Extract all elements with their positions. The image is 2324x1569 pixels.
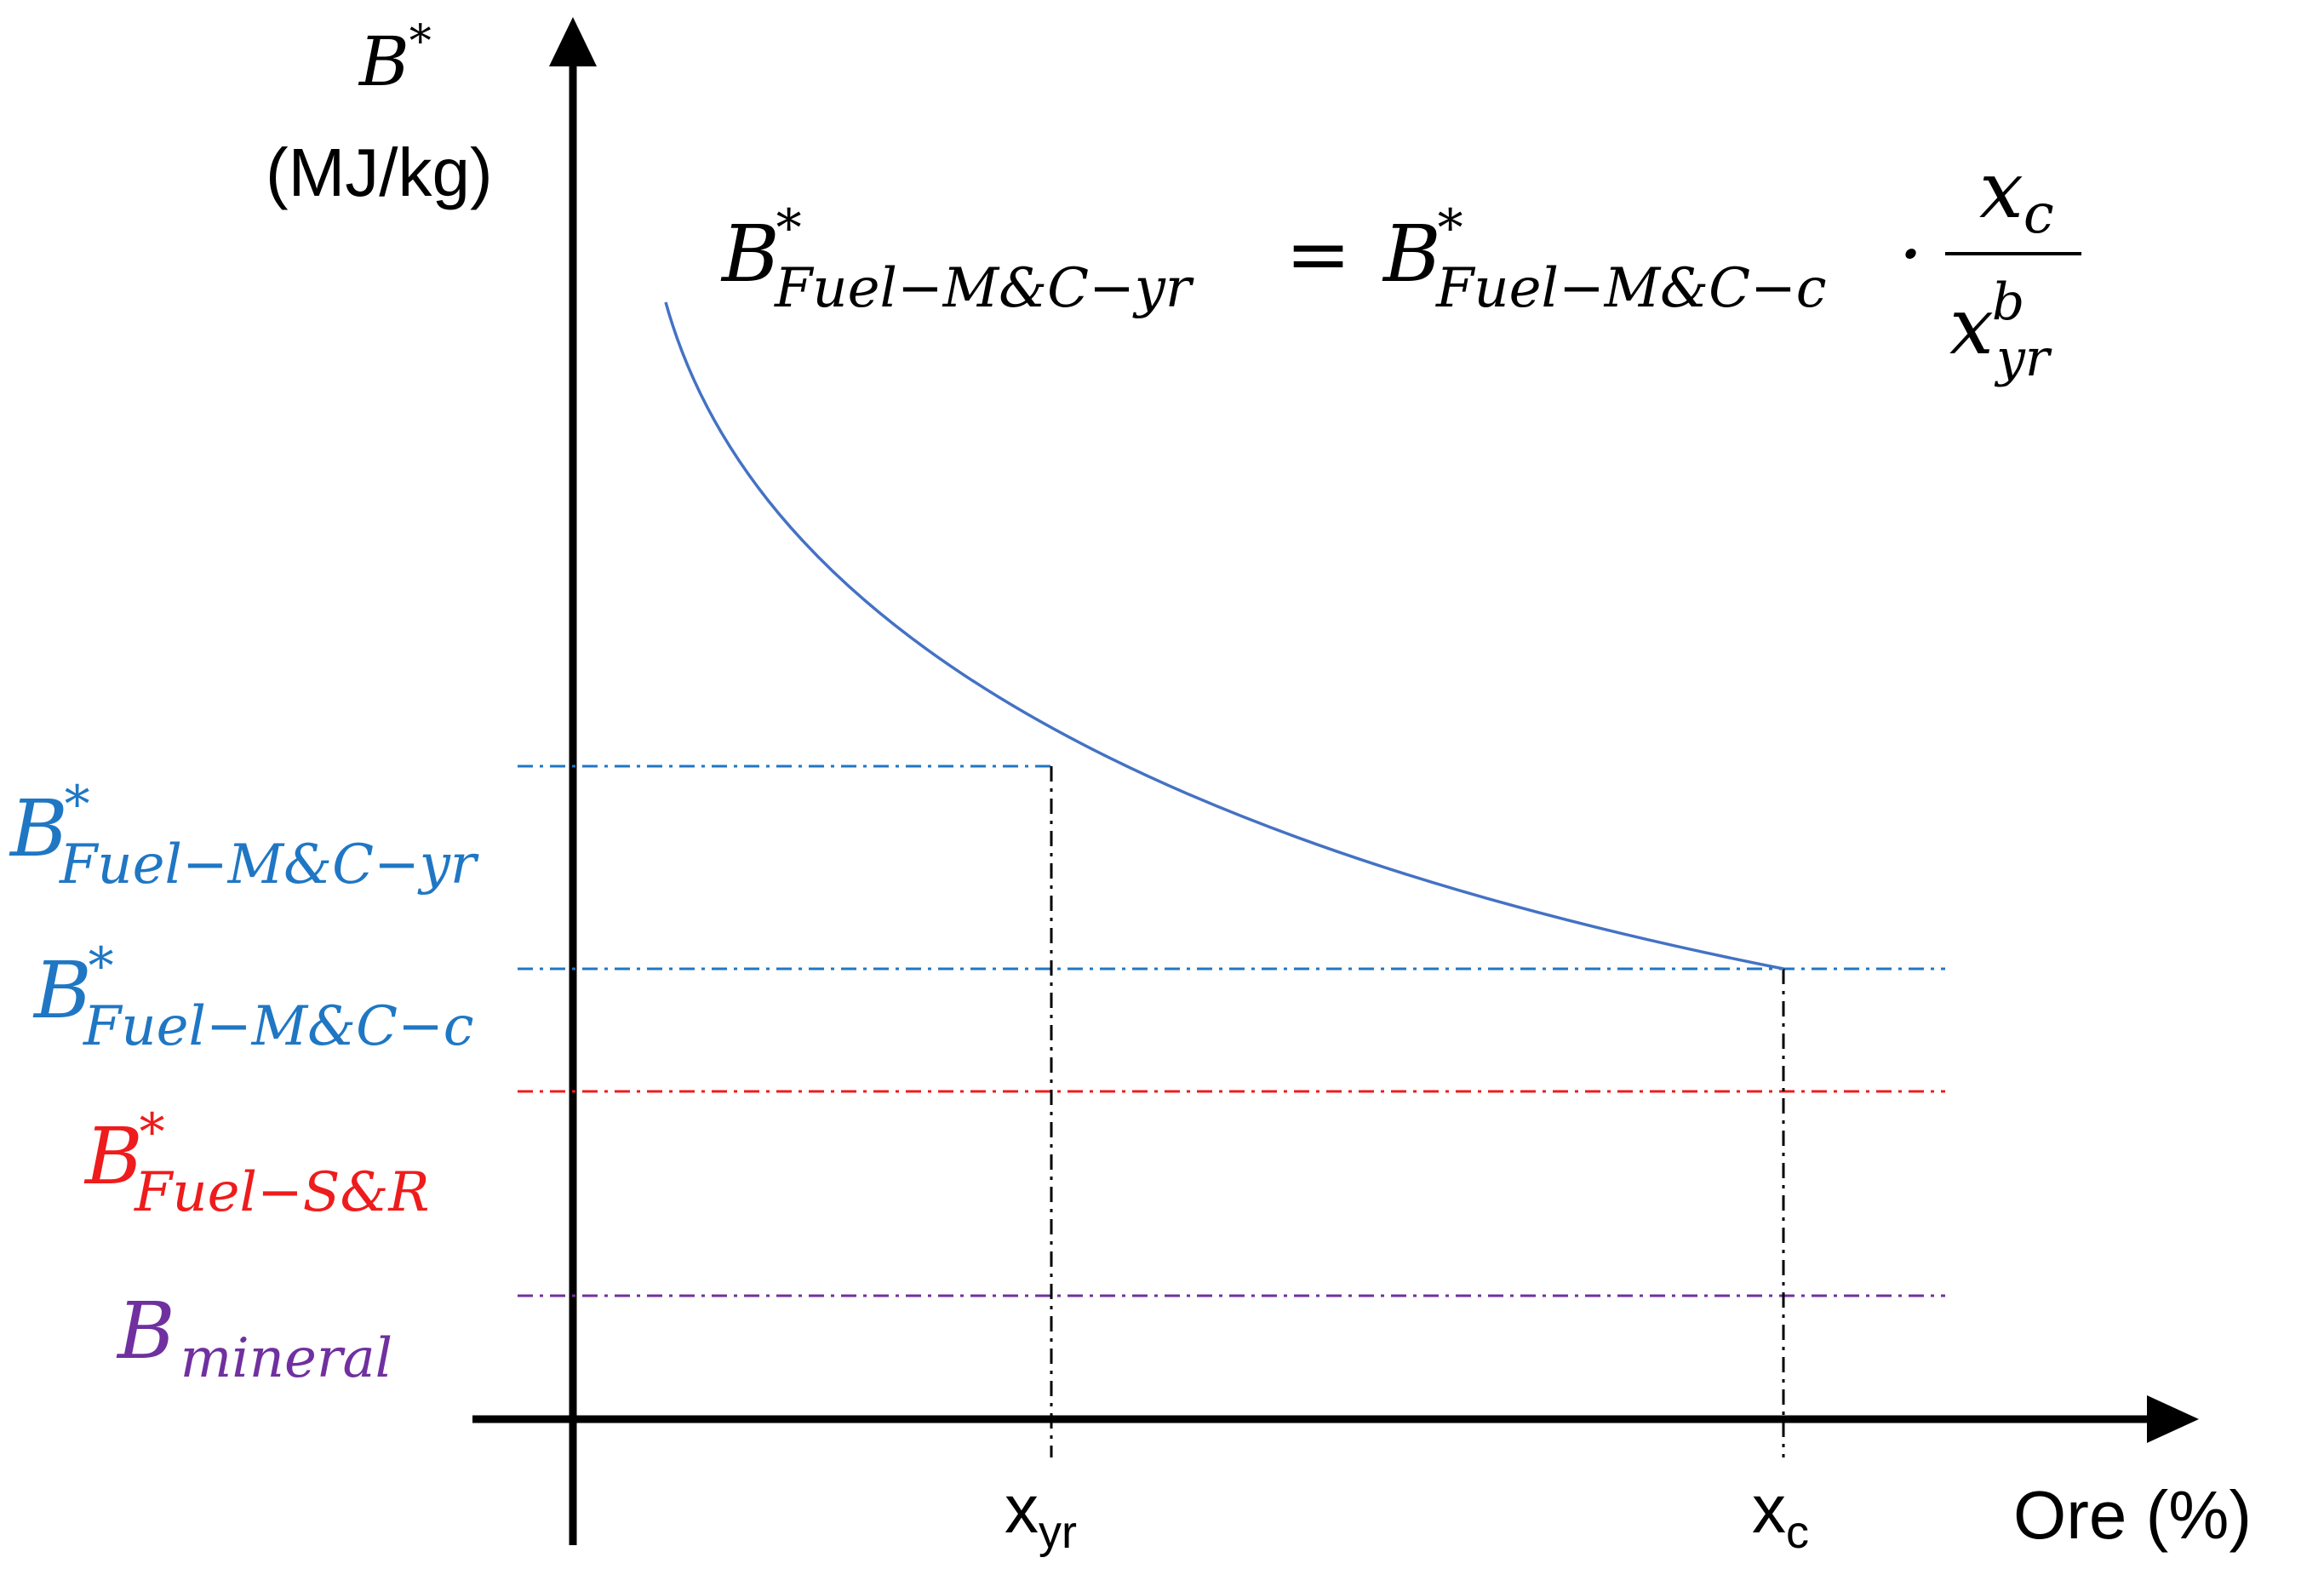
y-axis-title: B* (MJ/kg)	[266, 16, 493, 210]
tick-label-xc: xc	[1752, 1471, 1809, 1558]
y-axis-symbol: B	[358, 22, 409, 101]
svg-text:B*: B*	[358, 16, 432, 101]
y-axis-symbol-sup: *	[409, 16, 432, 67]
equation-dot: ·	[1898, 209, 1923, 300]
reference-levels	[518, 764, 1945, 1297]
y-axis-unit: (MJ/kg)	[266, 135, 493, 210]
equation: B* Fuel−M&C−yr = B* Fuel−M&C−c · xc xb yr	[720, 145, 2081, 388]
equation-lhs: B* Fuel−M&C−yr	[720, 198, 1194, 320]
x-tick-labels: xyr xc	[1005, 1471, 1809, 1558]
level-labels: B* Fuel−M&C−yr B* Fuel−M&C−c B* Fuel−S&R Bm…	[9, 775, 479, 1390]
exergy-curve	[664, 301, 1784, 971]
level-label-fuel-mc-yr: B* Fuel−M&C−yr	[9, 775, 479, 896]
equation-numerator: xc	[1979, 145, 2054, 246]
x-axis-title: Ore (%)	[2013, 1477, 2252, 1553]
tick-label-xyr: xyr	[1005, 1471, 1077, 1558]
equation-rhs: B* Fuel−M&C−c	[1382, 198, 1827, 320]
vertical-guides	[1050, 766, 1785, 1457]
axes	[472, 17, 2199, 1545]
level-label-fuel-sr: B* Fuel−S&R	[83, 1102, 430, 1224]
equation-equals: =	[1285, 209, 1351, 300]
equation-denominator: xb yr	[1949, 272, 2052, 388]
x-axis-arrowhead	[2147, 1395, 2199, 1443]
level-label-mineral: Bmineral	[116, 1286, 392, 1390]
y-axis-arrowhead	[549, 17, 597, 66]
level-label-fuel-mc-c: B* Fuel−M&C−c	[32, 936, 474, 1058]
